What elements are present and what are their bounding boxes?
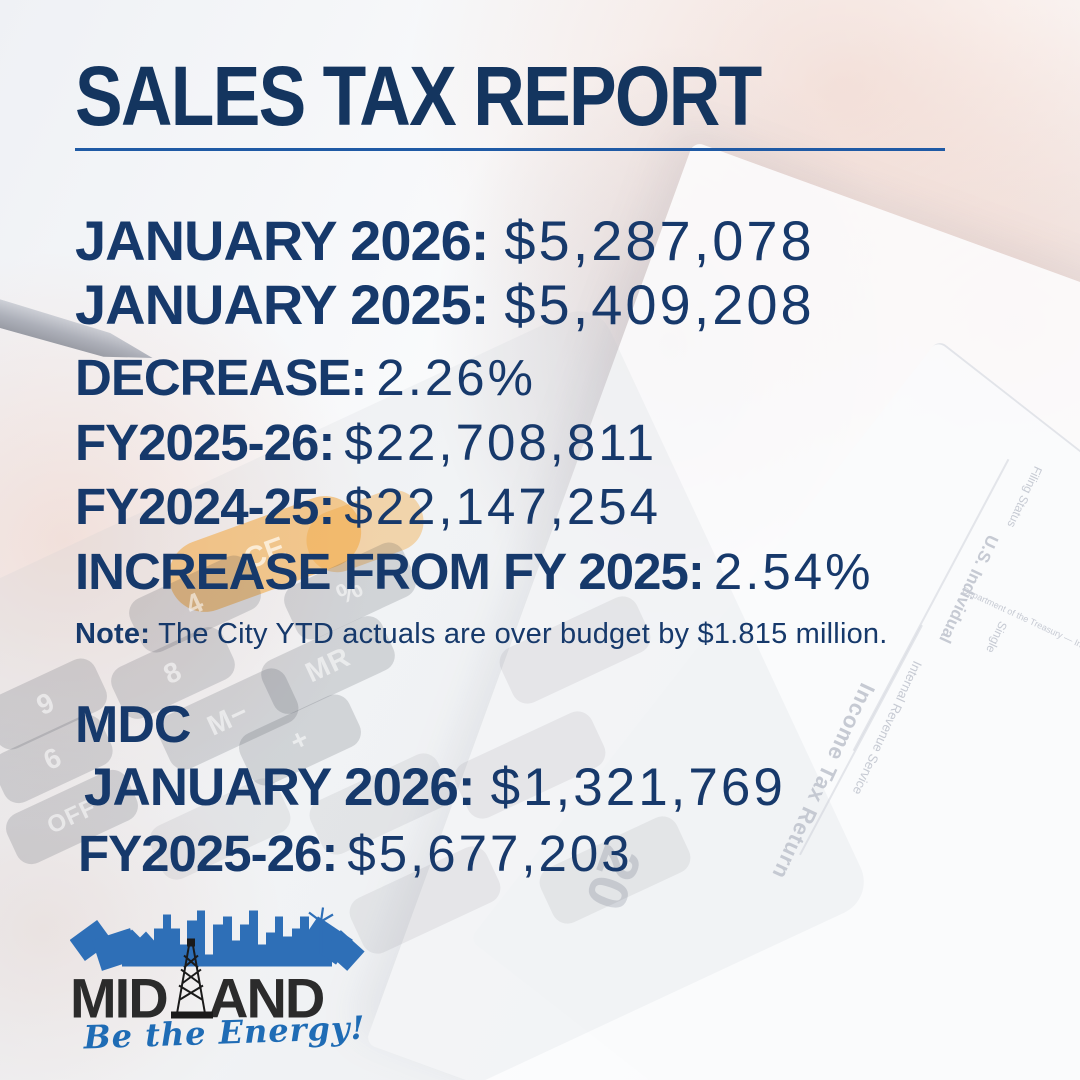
row-value: $5,287,078 <box>504 209 815 272</box>
wordmark-left: MID <box>70 967 167 1030</box>
note-text: The City YTD actuals are over budget by … <box>158 618 888 650</box>
note-line: Note: The City YTD actuals are over budge… <box>75 618 888 651</box>
title-underline <box>75 148 945 151</box>
report-row: JANUARY 2025: $5,409,208 <box>75 272 815 337</box>
row-label: FY2024-25: <box>75 478 335 535</box>
report-row: FY2025-26: $22,708,811 <box>75 413 657 472</box>
row-value: $1,321,769 <box>490 758 786 817</box>
wordmark-right: AND <box>208 967 324 1030</box>
row-value: $22,708,811 <box>344 414 658 471</box>
row-value: $5,409,208 <box>504 273 815 336</box>
note-label: Note: <box>75 618 151 650</box>
report-row: JANUARY 2026: $1,321,769 <box>84 757 786 818</box>
skyline-graphic <box>70 910 365 971</box>
mdc-heading: MDC <box>75 696 191 754</box>
row-label: JANUARY 2026: <box>75 209 489 272</box>
row-label: JANUARY 2025: <box>75 273 489 336</box>
row-label: FY2025-26: <box>78 825 338 882</box>
row-value: 2.26% <box>376 349 536 406</box>
row-value: 2.54% <box>713 543 874 600</box>
row-label: INCREASE FROM FY 2025: <box>75 543 705 600</box>
midland-logo: MID AND Be the Energy! <box>70 907 366 1057</box>
report-row: DECREASE: 2.26% <box>75 348 536 407</box>
row-value: $5,677,203 <box>347 825 633 882</box>
row-value: $22,147,254 <box>344 478 661 535</box>
report-row: FY2024-25: $22,147,254 <box>75 477 661 536</box>
report-row: FY2025-26: $5,677,203 <box>78 824 633 883</box>
report-row: JANUARY 2026: $5,287,078 <box>75 208 815 273</box>
wind-turbine-icon <box>308 907 334 954</box>
row-label: JANUARY 2026: <box>84 758 476 817</box>
row-label: FY2025-26: <box>75 414 335 471</box>
oil-derrick-icon <box>171 938 213 1019</box>
report-row: INCREASE FROM FY 2025: 2.54% <box>75 542 873 601</box>
page-title: SALES TAX REPORT <box>75 49 762 143</box>
row-label: DECREASE: <box>75 349 367 406</box>
